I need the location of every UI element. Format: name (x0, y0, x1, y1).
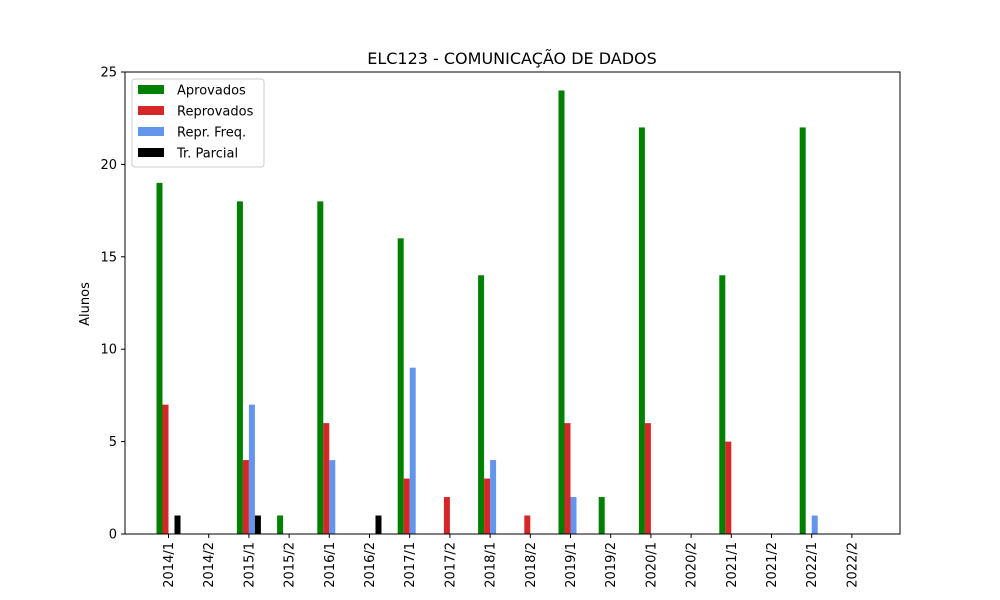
x-tick-label: 2018/2 (524, 542, 539, 588)
x-tick-label: 2014/2 (202, 542, 217, 588)
legend: Aprovados Reprovados Repr. Freq. Tr. Parcia… (131, 78, 265, 168)
bar-aprovados-2018-1 (478, 275, 485, 534)
legend-swatch (138, 127, 164, 136)
x-axis-ticks: 2014/1 2014/2 2015/1 2015/2 2016/1 2016/2 2017… (162, 534, 860, 588)
legend-swatch (138, 106, 164, 115)
legend-box (131, 78, 265, 168)
bar-repr-freq--2017-1 (409, 367, 416, 534)
y-tick-label: 25 (100, 66, 117, 81)
bar-aprovados-2015-2 (277, 515, 284, 534)
bar-repr-freq--2022-1 (811, 515, 818, 534)
legend-label: Aprovados (177, 84, 246, 99)
bar-reprovados-2016-1 (323, 423, 330, 534)
x-tick-label: 2014/1 (162, 542, 177, 588)
y-tick-label: 10 (100, 343, 117, 358)
bar-reprovados-2021-1 (725, 441, 732, 534)
bar-tr-parcial-2015-1 (254, 515, 261, 534)
bar-reprovados-2020-1 (644, 423, 651, 534)
x-tick-label: 2022/1 (805, 542, 820, 588)
x-tick-label: 2019/2 (604, 542, 619, 588)
plot-area-frame (124, 71, 901, 535)
legend-label: Tr. Parcial (176, 147, 238, 162)
bar-repr-freq--2018-1 (490, 460, 497, 534)
bar-reprovados-2017-2 (443, 497, 450, 534)
x-tick-label: 2021/2 (765, 542, 780, 588)
y-axis-ticks: 0 5 10 15 20 25 (100, 66, 125, 543)
x-tick-label: 2018/1 (484, 542, 499, 588)
y-axis-label: Alunos (78, 282, 93, 326)
bar-reprovados-2015-1 (242, 460, 249, 534)
bar-tr-parcial-2014-1 (174, 515, 181, 534)
x-tick-label: 2015/2 (283, 542, 298, 588)
bar-reprovados-2018-1 (484, 478, 491, 534)
legend-label: Reprovados (177, 105, 254, 120)
bar-aprovados-2021-1 (719, 275, 726, 534)
x-tick-label: 2016/2 (363, 542, 378, 588)
x-tick-label: 2020/1 (644, 542, 659, 588)
bar-repr-freq--2016-1 (329, 460, 336, 534)
bar-aprovados-2022-1 (799, 127, 806, 534)
bar-aprovados-2019-2 (598, 497, 605, 534)
bar-aprovados-2015-1 (236, 201, 243, 535)
x-tick-label: 2017/2 (443, 542, 458, 588)
x-tick-label: 2017/1 (403, 542, 418, 588)
x-tick-label: 2019/1 (564, 542, 579, 588)
y-tick-label: 20 (100, 158, 117, 173)
bar-tr-parcial-2016-2 (375, 515, 382, 534)
bar-aprovados-2017-1 (397, 238, 404, 534)
y-tick-label: 15 (100, 250, 117, 265)
bar-aprovados-2016-1 (317, 201, 324, 535)
bar-aprovados-2014-1 (156, 182, 163, 534)
bar-aprovados-2020-1 (638, 127, 645, 534)
bar-repr-freq--2015-1 (248, 404, 255, 534)
legend-swatch (138, 85, 164, 94)
bar-repr-freq--2019-1 (570, 497, 577, 534)
bars-layer (156, 90, 818, 535)
bar-reprovados-2017-1 (403, 478, 410, 534)
legend-swatch (138, 148, 164, 157)
bar-aprovados-2019-1 (558, 90, 565, 534)
y-tick-label: 0 (109, 528, 117, 543)
legend-label: Repr. Freq. (177, 126, 246, 141)
x-tick-label: 2015/1 (242, 542, 257, 588)
x-tick-label: 2022/2 (845, 542, 860, 588)
x-tick-label: 2020/2 (685, 542, 700, 588)
y-tick-label: 5 (109, 435, 117, 450)
x-tick-label: 2021/1 (725, 542, 740, 588)
x-tick-label: 2016/1 (323, 542, 338, 588)
bar-reprovados-2018-2 (524, 515, 531, 534)
bar-reprovados-2014-1 (162, 404, 169, 534)
chart-title: ELC123 - COMUNICAÇÃO DE DADOS (367, 49, 657, 68)
bar-reprovados-2019-1 (564, 423, 571, 534)
